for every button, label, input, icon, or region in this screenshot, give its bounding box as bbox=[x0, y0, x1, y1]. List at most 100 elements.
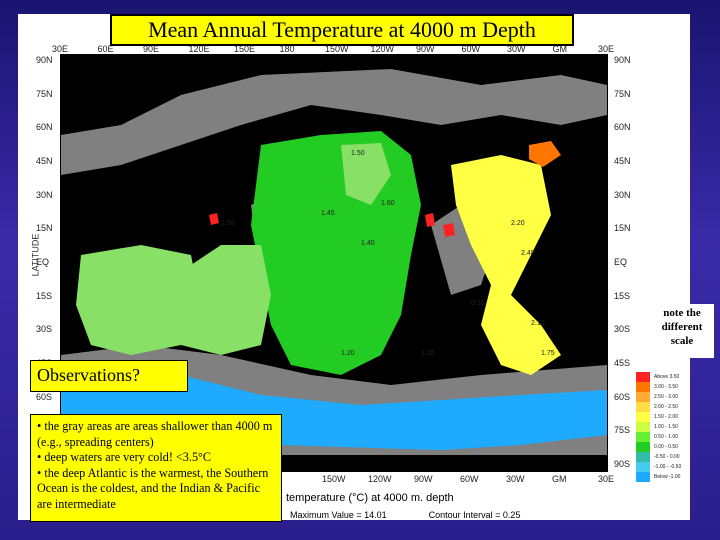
northwest-pacific bbox=[341, 143, 391, 205]
axis-tick-label: 120W bbox=[368, 474, 392, 484]
slide-title: Mean Annual Temperature at 4000 m Depth bbox=[110, 14, 574, 46]
map-svg: 1.50 1.55 1.45 1.40 1.60 2.20 2.40 2.10 1.75 0.35… bbox=[61, 55, 607, 471]
color-legend: Above 3.50 3.00 - 3.50 2.50 - 3.00 2.00 - 2… bbox=[636, 372, 692, 482]
axis-tick-label: 90S bbox=[614, 459, 631, 469]
axis-tick-label: 90N bbox=[614, 55, 631, 65]
axis-tick-label: 30E bbox=[598, 474, 615, 484]
axis-tick-label: 45N bbox=[614, 156, 631, 166]
observations-list: • the gray areas are areas shallower tha… bbox=[30, 414, 282, 522]
legend-swatch bbox=[636, 372, 650, 382]
axis-tick-label: GM bbox=[552, 44, 568, 54]
contour-label: 1.60 bbox=[381, 200, 395, 207]
pacific-ocean-east bbox=[171, 245, 271, 355]
observation-item: • the deep Atlantic is the warmest, the … bbox=[37, 465, 269, 511]
axis-tick-label: 75N bbox=[614, 88, 631, 99]
legend-swatch bbox=[636, 412, 650, 422]
legend-row: 1.50 - 2.00 bbox=[636, 412, 692, 422]
shallow-areas bbox=[61, 69, 607, 455]
legend-row: 0.50 - 1.00 bbox=[636, 432, 692, 442]
legend-label: 2.00 - 2.50 bbox=[654, 404, 678, 410]
x-axis-label: temperature (°C) at 4000 m. depth bbox=[286, 492, 454, 504]
hot-area-caribbean bbox=[425, 213, 435, 227]
legend-swatch bbox=[636, 382, 650, 392]
note-different-scale: note the different scale bbox=[650, 304, 714, 358]
contour-label: 1.75 bbox=[541, 350, 555, 357]
observation-item: • the gray areas are areas shallower tha… bbox=[37, 419, 273, 449]
contour-label: 1.40 bbox=[361, 240, 375, 247]
axis-tick-label: 90N bbox=[36, 55, 53, 65]
axis-tick-label: 30N bbox=[614, 189, 631, 200]
axis-tick-label: GM bbox=[552, 474, 567, 484]
axis-tick-label: 60W bbox=[460, 474, 479, 484]
axis-tick-label: 30S bbox=[614, 324, 631, 335]
observations-heading: Observations? bbox=[30, 360, 188, 392]
axis-tick-label: 30W bbox=[506, 474, 525, 484]
max-value-label: Maximum Value = 14.01 bbox=[290, 510, 387, 520]
legend-row: -1.00 - -0.50 bbox=[636, 462, 692, 472]
legend-label: 1.50 - 2.00 bbox=[654, 414, 678, 420]
contour-label: 1.50 bbox=[351, 150, 365, 157]
legend-label: 3.00 - 3.50 bbox=[654, 384, 678, 390]
contour-label: 1.55 bbox=[221, 220, 235, 227]
axis-tick-label: 60S bbox=[36, 391, 53, 402]
map-footer-info: Maximum Value = 14.01 Contour Interval =… bbox=[290, 510, 520, 520]
legend-label: -0.50 - 0.00 bbox=[654, 454, 680, 460]
legend-row: 2.00 - 2.50 bbox=[636, 402, 692, 412]
axis-tick-label: 30N bbox=[36, 189, 53, 200]
observation-item: • deep waters are very cold! <3.5°C bbox=[37, 450, 212, 464]
axis-tick-label: 150E bbox=[234, 44, 256, 54]
legend-row: Above 3.50 bbox=[636, 372, 692, 382]
hot-area-west-pacific bbox=[209, 213, 219, 225]
legend-swatch bbox=[636, 462, 650, 472]
axis-tick-label: 90E bbox=[143, 44, 160, 54]
warm-area-north-atlantic bbox=[529, 141, 561, 167]
legend-swatch bbox=[636, 402, 650, 412]
axis-tick-label: 45N bbox=[36, 156, 53, 166]
axis-tick-label: 60N bbox=[614, 122, 631, 133]
legend-row: 2.50 - 3.00 bbox=[636, 392, 692, 402]
contour-labels: 1.50 1.55 1.45 1.40 1.60 2.20 2.40 2.10 1.75 0.35… bbox=[221, 150, 555, 357]
latitude-axis-label: LATITUDE bbox=[30, 233, 41, 277]
contour-label: 2.20 bbox=[511, 220, 525, 227]
contour-interval-label: Contour Interval = 0.25 bbox=[428, 510, 521, 520]
axis-tick-label: 15N bbox=[614, 223, 631, 234]
axis-tick-label: 15S bbox=[36, 290, 53, 301]
legend-label: Above 3.50 bbox=[654, 374, 680, 380]
axis-tick-label: 45S bbox=[614, 358, 631, 368]
axis-tick-label: 60S bbox=[614, 391, 631, 402]
axis-tick-label: 90W bbox=[416, 44, 435, 54]
legend-swatch bbox=[636, 422, 650, 432]
axis-tick-label: 15S bbox=[614, 290, 631, 301]
legend-swatch bbox=[636, 442, 650, 452]
axis-tick-label: 150W bbox=[325, 44, 349, 54]
axis-tick-label: 60E bbox=[97, 44, 114, 54]
contour-label: 1.25 bbox=[421, 350, 435, 357]
legend-label: 2.50 - 3.00 bbox=[654, 394, 678, 400]
contour-label: 2.40 bbox=[521, 250, 535, 257]
legend-label: -1.00 - -0.50 bbox=[654, 464, 682, 470]
contour-label: 1.45 bbox=[321, 210, 335, 217]
contour-label: 1.20 bbox=[341, 350, 355, 357]
axis-tick-label: 120W bbox=[370, 44, 395, 54]
legend-row: 0.00 - 0.50 bbox=[636, 442, 692, 452]
axis-tick-label: 60N bbox=[36, 122, 53, 133]
axis-tick-label: 60W bbox=[461, 44, 481, 54]
axis-tick-label: 15N bbox=[36, 223, 53, 234]
axis-tick-label: 180 bbox=[279, 44, 295, 54]
axis-tick-label: 120E bbox=[188, 44, 210, 54]
axis-tick-label: 30S bbox=[36, 324, 53, 335]
legend-label: 0.00 - 0.50 bbox=[654, 444, 678, 450]
legend-swatch bbox=[636, 432, 650, 442]
axis-tick-label: 30E bbox=[52, 44, 69, 54]
legend-row: 3.00 - 3.50 bbox=[636, 382, 692, 392]
contour-label: 2.10 bbox=[531, 320, 545, 327]
axis-tick-label: 30E bbox=[598, 44, 615, 54]
hot-area-gulf bbox=[443, 223, 455, 237]
legend-swatch bbox=[636, 472, 650, 482]
legend-row: Below -1.00 bbox=[636, 472, 692, 482]
legend-label: Below -1.00 bbox=[654, 474, 681, 480]
contour-label: 0.35 bbox=[471, 300, 485, 307]
legend-row: -0.50 - 0.00 bbox=[636, 452, 692, 462]
legend-row: 1.00 - 1.50 bbox=[636, 422, 692, 432]
axis-tick-label: 75S bbox=[614, 425, 631, 436]
